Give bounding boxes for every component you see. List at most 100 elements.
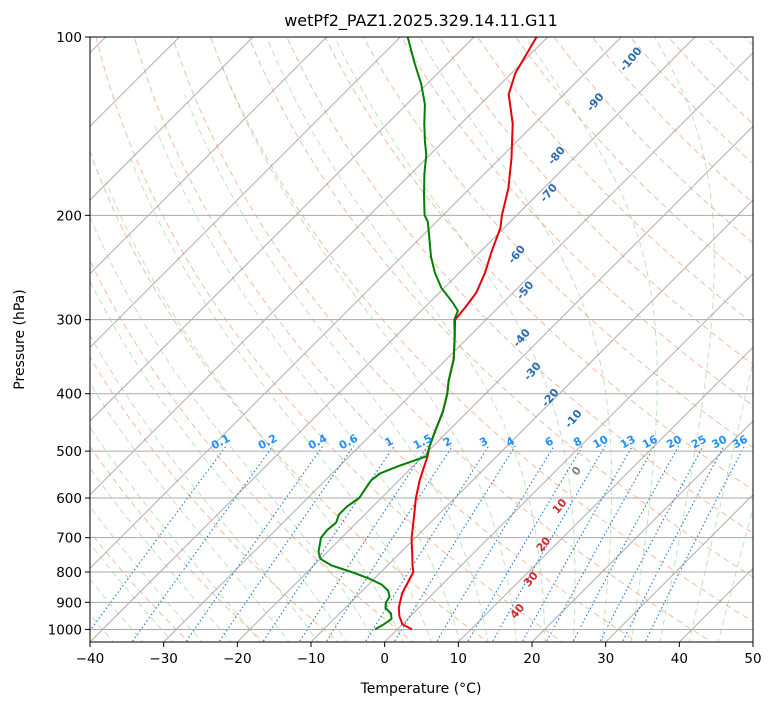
chart-title: wetPf2_PAZ1.2025.329.14.11.G11 xyxy=(284,11,558,31)
moist-adiabat xyxy=(90,426,261,642)
dry-adiabat xyxy=(210,37,753,623)
x-tick-label: 30 xyxy=(597,651,614,667)
dry-adiabat xyxy=(515,37,753,284)
dry-adiabat xyxy=(553,37,753,244)
dry-adiabat-label: -50 xyxy=(514,278,537,302)
dry-adiabat xyxy=(90,150,489,642)
dry-adiabat xyxy=(591,37,753,204)
mixing-ratio-label: 0.4 xyxy=(306,432,330,453)
moist-adiabat xyxy=(688,358,753,642)
moist-adiabat-label: 10 xyxy=(550,496,570,516)
mixing-ratio-label: 0.1 xyxy=(209,432,232,453)
moist-adiabat xyxy=(90,578,144,642)
dewpoint-profile xyxy=(317,37,460,631)
dry-adiabat xyxy=(744,37,753,47)
y-tick-label: 600 xyxy=(56,491,82,507)
x-tick-label: −10 xyxy=(297,651,326,667)
mixing-ratio-label: 30 xyxy=(710,433,730,452)
moist-adiabat xyxy=(129,157,432,642)
isotherm xyxy=(90,37,328,275)
isotherm xyxy=(90,37,254,201)
moist-adiabat xyxy=(654,37,715,642)
mixing-ratio-label: 10 xyxy=(591,433,611,452)
x-tick-label: 20 xyxy=(523,651,540,667)
dry-adiabat xyxy=(248,37,753,578)
moist-adiabat xyxy=(90,542,174,642)
y-tick-label: 1000 xyxy=(48,622,82,638)
mixing-ratio-label: 13 xyxy=(618,433,638,452)
y-axis-ticks: 1000 900 800 700 600 500 400 300 200 100 xyxy=(48,30,90,638)
moist-adiabat xyxy=(90,382,290,642)
mixing-ratio-line xyxy=(599,445,704,642)
moist-adiabat xyxy=(219,61,518,642)
y-tick-label: 400 xyxy=(56,387,82,403)
isotherm xyxy=(752,641,753,642)
mixing-ratio-line xyxy=(572,445,680,642)
x-tick-label: −20 xyxy=(223,651,252,667)
isotherm xyxy=(90,37,401,349)
isotherm xyxy=(163,51,753,642)
y-tick-label: 700 xyxy=(56,531,82,547)
mixing-ratio-label: 20 xyxy=(664,433,684,452)
y-tick-label: 800 xyxy=(56,565,82,581)
mixing-ratio-line xyxy=(218,445,355,642)
x-axis-ticks: −40 −30 −20 −10 0 10 20 30 40 50 xyxy=(76,642,762,667)
dry-adiabat xyxy=(90,531,190,642)
mixing-ratio-line xyxy=(131,445,274,642)
x-tick-label: 0 xyxy=(380,651,389,667)
isotherm xyxy=(236,125,753,642)
dry-adiabat-label: -60 xyxy=(505,242,528,266)
mixing-ratio-line xyxy=(644,445,746,642)
isotherm xyxy=(384,272,753,642)
dry-adiabat xyxy=(438,37,753,366)
y-tick-label: 100 xyxy=(56,30,82,46)
dry-adiabat xyxy=(171,37,713,642)
mixing-ratio-label: 6 xyxy=(543,434,556,449)
dry-adiabat xyxy=(400,37,753,407)
isotherm xyxy=(90,37,475,422)
isotherm xyxy=(457,346,753,642)
moist-adiabat xyxy=(90,505,203,642)
dry-adiabat xyxy=(133,37,638,642)
grid-layer xyxy=(90,37,753,642)
mixing-ratio-label: 25 xyxy=(689,433,709,452)
mixing-ratio-line xyxy=(325,445,454,642)
isotherm xyxy=(531,420,753,642)
mixing-ratio-line xyxy=(466,445,584,642)
mixing-ratio-label: 2 xyxy=(441,434,454,449)
moist-adiabat xyxy=(90,215,376,642)
dry-adiabat-label: -10 xyxy=(562,407,585,431)
dry-adiabat xyxy=(286,37,753,534)
x-tick-label: 40 xyxy=(671,651,688,667)
mixing-ratio-line xyxy=(545,445,656,642)
moist-adiabat xyxy=(525,37,658,642)
dry-adiabat xyxy=(90,259,414,642)
mixing-ratio-label: 1.5 xyxy=(411,432,434,453)
dry-adiabat-label: -30 xyxy=(521,359,544,383)
dry-adiabat-label: -90 xyxy=(584,90,607,114)
moist-adiabat xyxy=(717,506,753,642)
dry-adiabat xyxy=(362,37,753,449)
dry-adiabat xyxy=(477,37,753,325)
x-tick-label: −30 xyxy=(149,651,178,667)
mixing-ratio-line xyxy=(364,445,490,642)
mixing-ratio-line xyxy=(491,445,606,642)
y-tick-label: 500 xyxy=(56,444,82,460)
dry-adiabat-label: -80 xyxy=(545,144,568,168)
isotherm xyxy=(90,37,696,642)
mixing-ratio-line xyxy=(262,445,395,642)
mixing-ratio-label: 36 xyxy=(730,433,750,452)
y-tick-label: 900 xyxy=(56,595,82,611)
line-label-layer: 0.1 0.2 0.4 0.6 1 1.5 2 3 4 6 8 10 13 16 20 25 30 36-100-… xyxy=(209,44,750,621)
isotherm xyxy=(90,37,622,570)
isotherm xyxy=(605,493,753,642)
mixing-ratio-line xyxy=(185,445,324,642)
y-tick-label: 200 xyxy=(56,208,82,224)
moist-adiabat xyxy=(266,37,546,642)
dry-adiabat xyxy=(324,37,753,491)
mixing-ratio-line xyxy=(298,445,429,642)
moist-adiabat xyxy=(90,467,232,642)
moist-adiabat xyxy=(90,279,347,642)
isotherm xyxy=(90,37,549,496)
